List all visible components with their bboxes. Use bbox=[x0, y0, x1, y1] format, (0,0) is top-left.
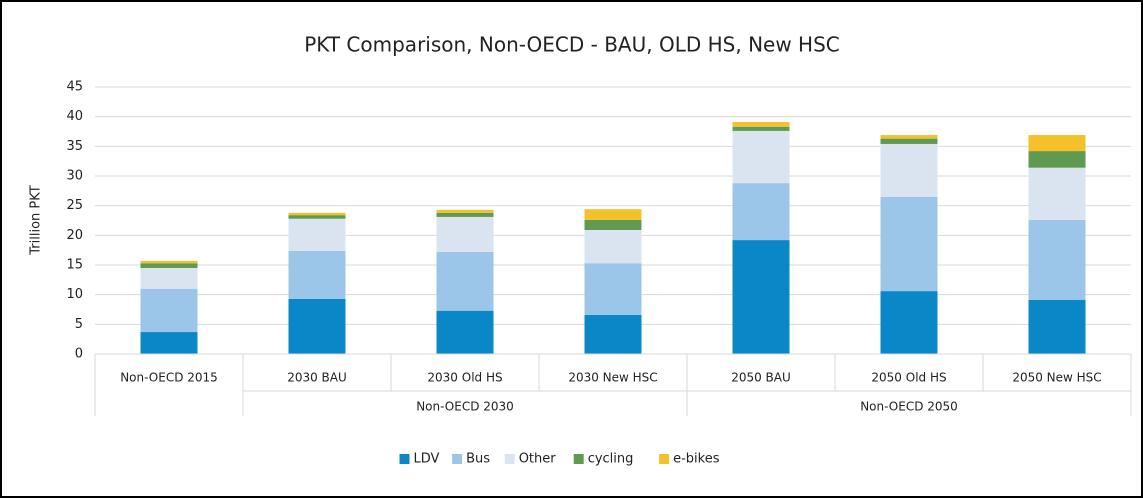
bar-segment bbox=[584, 263, 642, 315]
legend-label: cycling bbox=[588, 452, 634, 467]
bar-segment bbox=[584, 209, 642, 220]
x-tick-label: 2030 BAU bbox=[287, 371, 347, 385]
bar-segment bbox=[584, 219, 642, 230]
group-label: Non-OECD 2030 bbox=[416, 400, 514, 414]
y-tick-label: 5 bbox=[75, 317, 83, 332]
y-tick-label: 15 bbox=[66, 258, 83, 273]
bar-segment bbox=[732, 122, 790, 127]
bar-segment bbox=[880, 196, 938, 292]
legend-swatch bbox=[452, 454, 463, 464]
y-axis-label: Trillion PKT bbox=[29, 185, 44, 256]
legend-label: Other bbox=[519, 452, 557, 467]
bar-segment bbox=[880, 143, 938, 197]
bar-segment bbox=[436, 251, 494, 311]
bar-segment bbox=[140, 260, 198, 264]
bar-segment bbox=[1028, 300, 1086, 354]
bar-segment bbox=[436, 216, 494, 252]
bar-segment bbox=[436, 310, 494, 354]
legend-label: Bus bbox=[466, 452, 490, 467]
y-tick-label: 35 bbox=[66, 139, 83, 154]
bar-segment bbox=[288, 215, 346, 219]
legend-swatch bbox=[399, 454, 410, 464]
bar-segment bbox=[732, 183, 790, 241]
bar-segment bbox=[436, 212, 494, 217]
legend-label: e-bikes bbox=[673, 452, 720, 467]
bar-segment bbox=[140, 263, 198, 268]
y-tick-label: 30 bbox=[66, 169, 83, 184]
x-tick-label: Non-OECD 2015 bbox=[120, 371, 218, 385]
bar-segment bbox=[732, 130, 790, 184]
bar-segment bbox=[288, 298, 346, 354]
bar-segment bbox=[1028, 135, 1086, 152]
bar-segment bbox=[288, 250, 346, 299]
bar-segment bbox=[732, 240, 790, 354]
bar-segment bbox=[140, 267, 198, 289]
x-tick-label: 2050 BAU bbox=[731, 371, 791, 385]
x-tick-label: 2030 Old HS bbox=[427, 371, 502, 385]
y-tick-label: 25 bbox=[66, 198, 83, 213]
x-tick-label: 2030 New HSC bbox=[568, 371, 657, 385]
y-tick-label: 20 bbox=[66, 228, 83, 243]
x-tick-label: 2050 Old HS bbox=[871, 371, 946, 385]
y-tick-label: 40 bbox=[66, 109, 83, 124]
legend-swatch bbox=[573, 454, 584, 464]
bar-segment bbox=[1028, 219, 1086, 301]
chart-title: PKT Comparison, Non-OECD - BAU, OLD HS, … bbox=[304, 33, 840, 57]
group-label: Non-OECD 2050 bbox=[860, 400, 958, 414]
bar-segment bbox=[732, 126, 790, 131]
bar-segment bbox=[584, 314, 642, 354]
bar-segment bbox=[1028, 151, 1086, 168]
bar-segment bbox=[880, 291, 938, 354]
legend-swatch bbox=[504, 454, 515, 464]
y-tick-label: 0 bbox=[75, 347, 83, 362]
legend-swatch bbox=[659, 454, 670, 464]
bar-segment bbox=[140, 332, 198, 354]
bar-segment bbox=[584, 229, 642, 264]
bar-segment bbox=[288, 218, 346, 251]
y-tick-label: 45 bbox=[66, 80, 83, 95]
y-tick-label: 10 bbox=[66, 287, 83, 302]
bar-segment bbox=[140, 288, 198, 333]
bar-segment bbox=[880, 135, 938, 139]
bar-segment bbox=[880, 138, 938, 144]
bar-segment bbox=[288, 212, 346, 216]
bar-segment bbox=[1028, 167, 1086, 220]
legend-label: LDV bbox=[414, 452, 440, 467]
x-tick-label: 2050 New HSC bbox=[1012, 371, 1101, 385]
bar-segment bbox=[436, 209, 494, 213]
